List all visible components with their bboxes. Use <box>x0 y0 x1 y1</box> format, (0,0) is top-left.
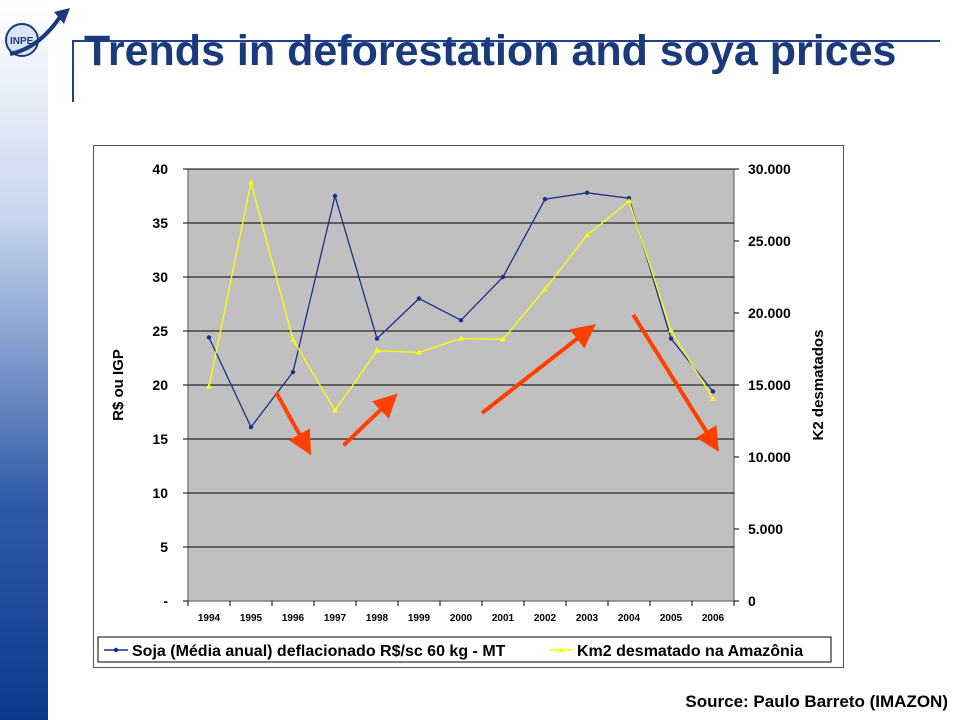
data-point-soja <box>584 190 590 195</box>
data-point-desmatado <box>416 349 422 355</box>
y2-tick-label: 20.000 <box>748 305 791 321</box>
data-point-desmatado <box>290 336 296 342</box>
trend-arrow <box>274 391 312 456</box>
y2-axis-label: K2 desmatados <box>810 330 827 441</box>
data-point-soja <box>668 336 674 341</box>
x-tick-label: 1998 <box>366 613 389 624</box>
data-point-soja <box>206 335 212 340</box>
y-tick-label: 30 <box>152 269 168 285</box>
data-point-soja <box>290 369 296 375</box>
data-point-desmatado <box>500 336 506 342</box>
data-point-soja <box>542 197 548 202</box>
y-axis-label: R$ ou IGP <box>110 349 127 421</box>
data-point-soja <box>500 274 506 280</box>
series <box>206 179 716 430</box>
data-point-soja <box>332 193 338 199</box>
header-vertical-rule <box>72 40 74 102</box>
data-point-desmatado <box>542 286 548 292</box>
x-tick-label: 1999 <box>408 613 431 624</box>
logo-text: INPE <box>10 36 34 47</box>
legend: Soja (Média anual) deflacionado R$/sc 60… <box>97 636 832 663</box>
x-tick-label: 2002 <box>534 613 557 624</box>
y-tick-label: 40 <box>152 161 168 177</box>
trend-arrows <box>274 313 719 456</box>
data-point-soja <box>416 296 422 301</box>
data-point-soja <box>458 318 464 323</box>
data-point-desmatado <box>374 347 380 353</box>
x-tick-label: 1994 <box>198 613 221 624</box>
y2-tick-label: 25.000 <box>748 233 791 249</box>
y2-tick-label: 30.000 <box>748 161 791 177</box>
chart-frame: - 5 10 15 20 25 30 35 40 0 5.000 10.000 15.000 20.000… <box>93 145 844 668</box>
line-chart: - 5 10 15 20 25 30 35 40 0 5.000 10.000 15.000 20.000… <box>97 161 832 663</box>
y2-tick-label: 15.000 <box>748 377 791 393</box>
axes: - 5 10 15 20 25 30 35 40 0 5.000 10.000 15.000 20.000… <box>152 161 791 624</box>
data-point-desmatado <box>458 335 464 341</box>
x-tick-label: 1996 <box>282 613 305 624</box>
inpe-logo: INPE <box>5 8 70 57</box>
header-rule <box>72 40 940 42</box>
source-credit: Source: Paulo Barreto (IMAZON) <box>685 692 948 711</box>
y-tick-label: 20 <box>152 377 168 393</box>
trend-arrow <box>342 393 398 447</box>
y2-tick-label: 5.000 <box>748 521 783 537</box>
legend-series-2: Km2 desmatado na Amazônia <box>577 643 803 660</box>
x-tick-label: 2005 <box>660 613 683 624</box>
trend-arrow <box>480 324 596 415</box>
data-point-soja <box>710 389 716 394</box>
legend-series-1: Soja (Média anual) deflacionado R$/sc 60… <box>132 643 506 660</box>
y2-tick-label: 0 <box>748 593 756 609</box>
y-tick-label: - <box>163 593 168 609</box>
y2-tick-label: 10.000 <box>748 449 791 465</box>
data-point-desmatado <box>248 179 254 185</box>
y-tick-label: 5 <box>160 539 168 555</box>
data-point-soja <box>374 336 380 341</box>
data-point-desmatado <box>206 383 212 389</box>
page-title: Trends in deforestation and soya prices <box>84 27 897 75</box>
x-tick-label: 2006 <box>702 613 725 624</box>
left-gradient-bar <box>0 0 48 720</box>
x-tick-label: 1995 <box>240 613 263 624</box>
data-point-soja <box>248 424 254 430</box>
y-tick-label: 15 <box>152 431 168 447</box>
x-tick-label: 1997 <box>324 613 347 624</box>
data-point-desmatado <box>710 395 716 401</box>
y-tick-label: 10 <box>152 485 168 501</box>
x-tick-label: 2003 <box>576 613 599 624</box>
trend-arrow <box>631 313 719 452</box>
data-point-desmatado <box>668 327 674 333</box>
x-tick-label: 2000 <box>450 613 473 624</box>
x-tick-label: 2004 <box>618 613 641 624</box>
x-tick-label: 2001 <box>492 613 515 624</box>
data-point-desmatado <box>332 407 338 413</box>
data-point-desmatado <box>626 198 632 204</box>
y-tick-label: 35 <box>152 215 168 231</box>
y-tick-label: 25 <box>152 323 168 339</box>
data-point-desmatado <box>584 232 590 238</box>
